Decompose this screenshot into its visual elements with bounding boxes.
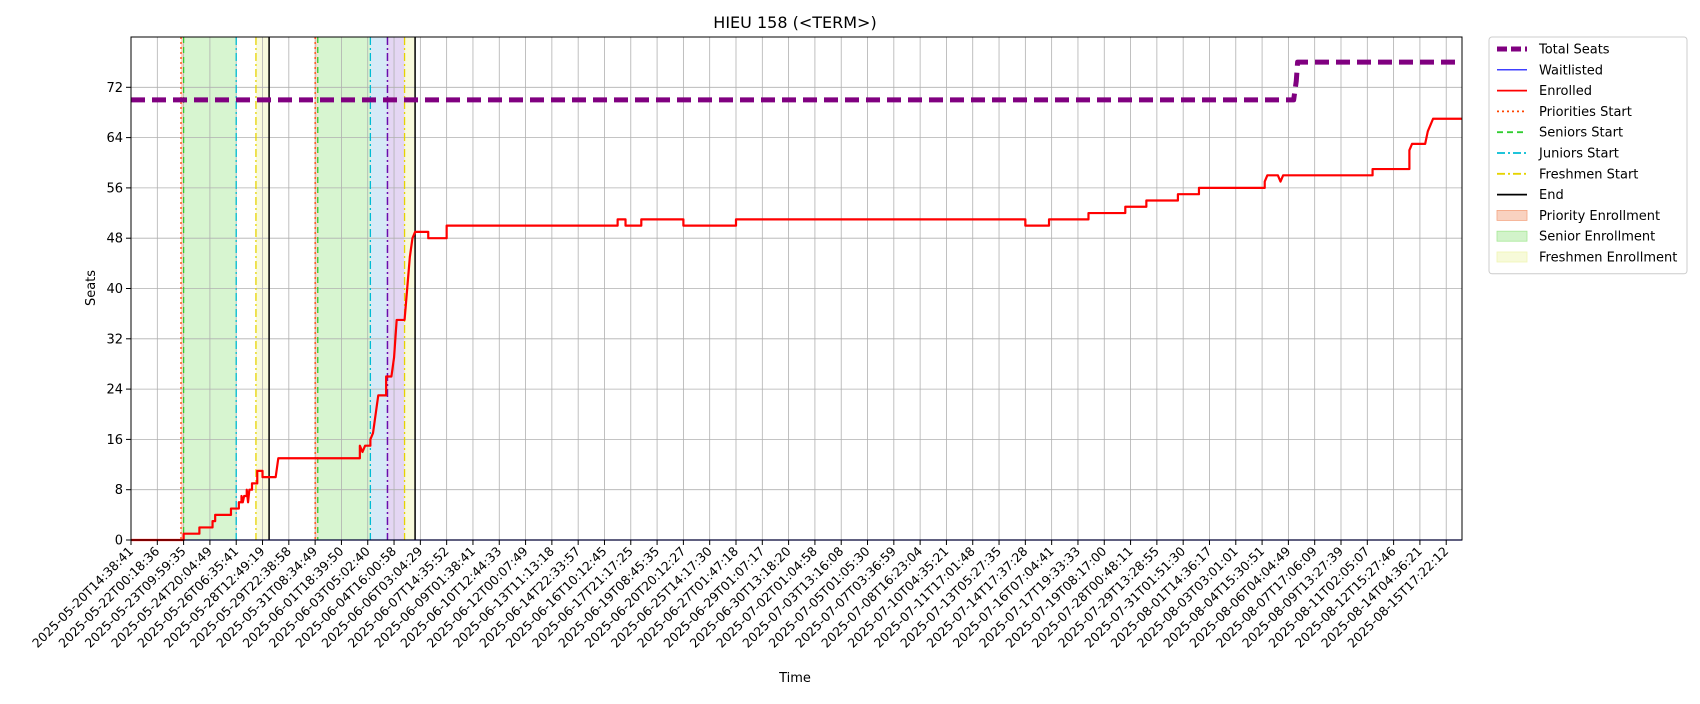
legend-entry-priorities-start-label: Priorities Start — [1539, 105, 1632, 120]
legend-entry-freshmen-enrollment-label: Freshmen Enrollment — [1539, 251, 1677, 266]
legend: Total Seats Waitlisted Enrolled Priorities … — [1488, 36, 1688, 275]
series-total-seats — [131, 59, 1462, 103]
legend-entry-freshmen-start-label: Freshmen Start — [1539, 167, 1638, 182]
chart-title: HIEU 158 (<TERM>) — [713, 13, 876, 32]
legend-entry-waitlisted-label: Waitlisted — [1539, 63, 1603, 78]
legend-entry-priority-enrollment-label: Priority Enrollment — [1539, 209, 1660, 224]
legend-box — [1488, 36, 1688, 275]
legend-entry-freshmen-enrollment-swatch — [1496, 251, 1528, 263]
x-axis-label: Time — [778, 671, 811, 686]
legend-entry-priority-enrollment-swatch — [1496, 209, 1528, 221]
legend-entry-senior-enrollment-swatch — [1496, 230, 1528, 242]
y-tick-label: 16 — [106, 433, 123, 448]
y-tick-label: 0 — [115, 534, 123, 549]
phase-markers — [180, 37, 416, 540]
y-tick-label: 56 — [106, 181, 123, 196]
legend-entry-juniors-start-label: Juniors Start — [1538, 147, 1619, 162]
legend-entry-senior-enrollment-label: Senior Enrollment — [1539, 230, 1655, 245]
y-tick-label: 72 — [106, 81, 123, 96]
legend-entry-total-seats-label: Total Seats — [1538, 43, 1610, 58]
legend-entry-seniors-start-label: Seniors Start — [1539, 126, 1623, 141]
y-tick-label: 48 — [106, 232, 123, 247]
y-tick-label: 64 — [106, 131, 123, 146]
legend-entry-end-label: End — [1539, 188, 1564, 203]
y-axis-label: Seats — [84, 270, 99, 306]
y-axis: 0 8 16 24 32 40 48 56 64 72 — [106, 81, 131, 549]
y-tick-label: 40 — [106, 282, 123, 297]
y-tick-label: 24 — [106, 383, 123, 398]
series-enrolled — [131, 117, 1462, 542]
x-axis: 2025-05-20T14:38:412025-05-22T00:18:3620… — [29, 540, 1451, 651]
legend-entry-enrolled-label: Enrolled — [1539, 84, 1592, 99]
y-tick-label: 32 — [106, 332, 123, 347]
y-tick-label: 8 — [115, 483, 123, 498]
